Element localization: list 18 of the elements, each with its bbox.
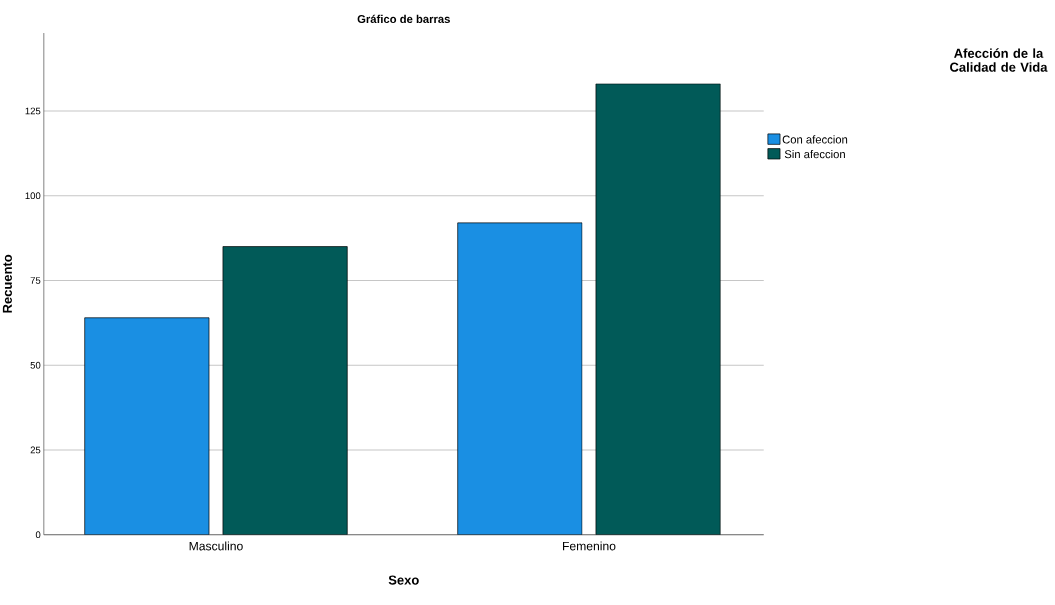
y-tick-label: 75	[30, 277, 41, 284]
bar	[222, 246, 348, 535]
bar	[457, 222, 583, 535]
x-tick-label: Masculino	[189, 541, 243, 551]
y-tick-label: 50	[30, 361, 41, 369]
y-tick-label: 100	[25, 192, 41, 200]
bar	[84, 317, 210, 535]
legend-label: Sin afeccion	[784, 149, 845, 159]
y-tick-label: 25	[30, 446, 41, 454]
y-tick-label: 125	[25, 107, 41, 115]
legend-title: Afección de la Calidad de Vida	[950, 48, 1048, 72]
y-tick-label: 0	[35, 531, 41, 539]
chart-title: Gráfico de barras	[357, 14, 450, 23]
x-axis-title: Sexo	[388, 575, 419, 585]
x-tick-label: Femenino	[563, 541, 616, 551]
y-axis-title: Recuento	[2, 254, 12, 313]
legend-label: Con afeccion	[782, 135, 848, 144]
bar	[595, 83, 721, 535]
